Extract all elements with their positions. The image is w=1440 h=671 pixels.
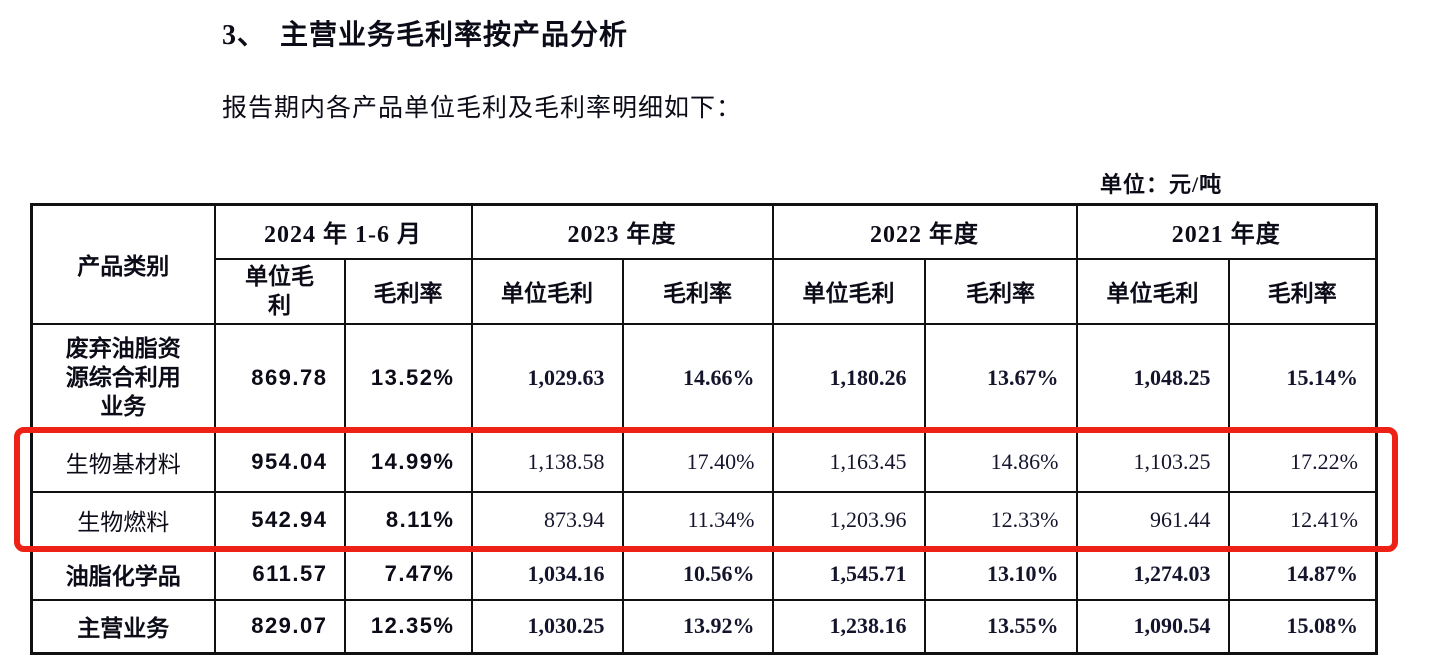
value-cell: 17.40%: [621, 430, 774, 493]
value-cell: 10.56%: [621, 547, 774, 601]
header-unit-profit-2022: 单位毛利: [771, 257, 926, 325]
value-cell: 954.04: [213, 430, 346, 493]
value-cell: 829.07: [213, 598, 346, 655]
value-cell: 1,180.26: [771, 322, 926, 433]
value-cell: 13.92%: [621, 598, 774, 655]
header-unit-profit-2024: 单位毛 利: [213, 257, 346, 325]
header-period-2021: 2021 年度: [1075, 203, 1378, 260]
value-cell: 1,203.96: [771, 490, 926, 550]
header-period-2022: 2022 年度: [771, 203, 1078, 260]
unit-label: 单位：元/吨: [1100, 172, 1223, 197]
product-label: 油脂化学品: [30, 547, 216, 601]
value-cell: 11.34%: [621, 490, 774, 550]
header-margin-2022: 毛利率: [923, 257, 1078, 325]
value-cell: 12.41%: [1227, 490, 1378, 550]
value-cell: 869.78: [213, 322, 346, 433]
value-cell: 14.99%: [343, 430, 473, 493]
value-cell: 13.10%: [923, 547, 1078, 601]
value-cell: 1,138.58: [470, 430, 624, 493]
value-cell: 13.52%: [343, 322, 473, 433]
value-cell: 1,103.25: [1075, 430, 1230, 493]
header-product-category: 产品类别: [30, 203, 216, 325]
section-heading: 3、 主营业务毛利率按产品分析: [222, 13, 628, 53]
section-title: 主营业务毛利率按产品分析: [280, 20, 629, 51]
value-cell: 14.66%: [621, 322, 774, 433]
value-cell: 12.35%: [343, 598, 473, 655]
value-cell: 1,163.45: [771, 430, 926, 493]
product-label: 主营业务: [30, 598, 216, 655]
value-cell: 1,030.25: [470, 598, 624, 655]
value-cell: 13.55%: [923, 598, 1078, 655]
value-cell: 1,029.63: [470, 322, 624, 433]
value-cell: 15.08%: [1227, 598, 1378, 655]
header-period-2023: 2023 年度: [470, 203, 774, 260]
value-cell: 1,034.16: [470, 547, 624, 601]
value-cell: 15.14%: [1227, 322, 1378, 433]
value-cell: 7.47%: [343, 547, 473, 601]
value-cell: 1,238.16: [771, 598, 926, 655]
header-unit-profit-2023: 单位毛利: [470, 257, 624, 325]
value-cell: 8.11%: [343, 490, 473, 550]
table-row-waste-oil: 废弃油脂资 源综合利用 业务 869.78 13.52% 1,029.63 14…: [30, 322, 1378, 433]
product-label: 生物燃料: [30, 490, 216, 550]
table-row-main-business: 主营业务 829.07 12.35% 1,030.25 13.92% 1,238…: [30, 598, 1378, 655]
section-subtitle: 报告期内各产品单位毛利及毛利率明细如下：: [222, 95, 743, 122]
value-cell: 13.67%: [923, 322, 1078, 433]
value-cell: 611.57: [213, 547, 346, 601]
value-cell: 542.94: [213, 490, 346, 550]
value-cell: 14.87%: [1227, 547, 1378, 601]
table-row-biofuel: 生物燃料 542.94 8.11% 873.94 11.34% 1,203.96…: [30, 490, 1378, 550]
value-cell: 17.22%: [1227, 430, 1378, 493]
value-cell: 961.44: [1075, 490, 1230, 550]
value-cell: 14.86%: [923, 430, 1078, 493]
header-unit-profit-2021: 单位毛利: [1075, 257, 1230, 325]
header-margin-2024: 毛利率: [343, 257, 473, 325]
value-cell: 1,274.03: [1075, 547, 1230, 601]
product-label: 废弃油脂资 源综合利用 业务: [30, 322, 216, 433]
value-cell: 1,545.71: [771, 547, 926, 601]
value-cell: 12.33%: [923, 490, 1078, 550]
header-margin-2023: 毛利率: [621, 257, 774, 325]
header-margin-2021: 毛利率: [1227, 257, 1378, 325]
value-cell: 1,090.54: [1075, 598, 1230, 655]
gross-margin-table: 产品类别 2024 年 1-6 月 2023 年度 2022 年度 2021 年…: [30, 203, 1378, 655]
table-row-bio-based-materials: 生物基材料 954.04 14.99% 1,138.58 17.40% 1,16…: [30, 430, 1378, 493]
header-period-2024: 2024 年 1-6 月: [213, 203, 473, 260]
value-cell: 873.94: [470, 490, 624, 550]
product-label: 生物基材料: [30, 430, 216, 493]
section-number: 3、: [222, 20, 267, 51]
value-cell: 1,048.25: [1075, 322, 1230, 433]
table-row-oleochemicals: 油脂化学品 611.57 7.47% 1,034.16 10.56% 1,545…: [30, 547, 1378, 601]
